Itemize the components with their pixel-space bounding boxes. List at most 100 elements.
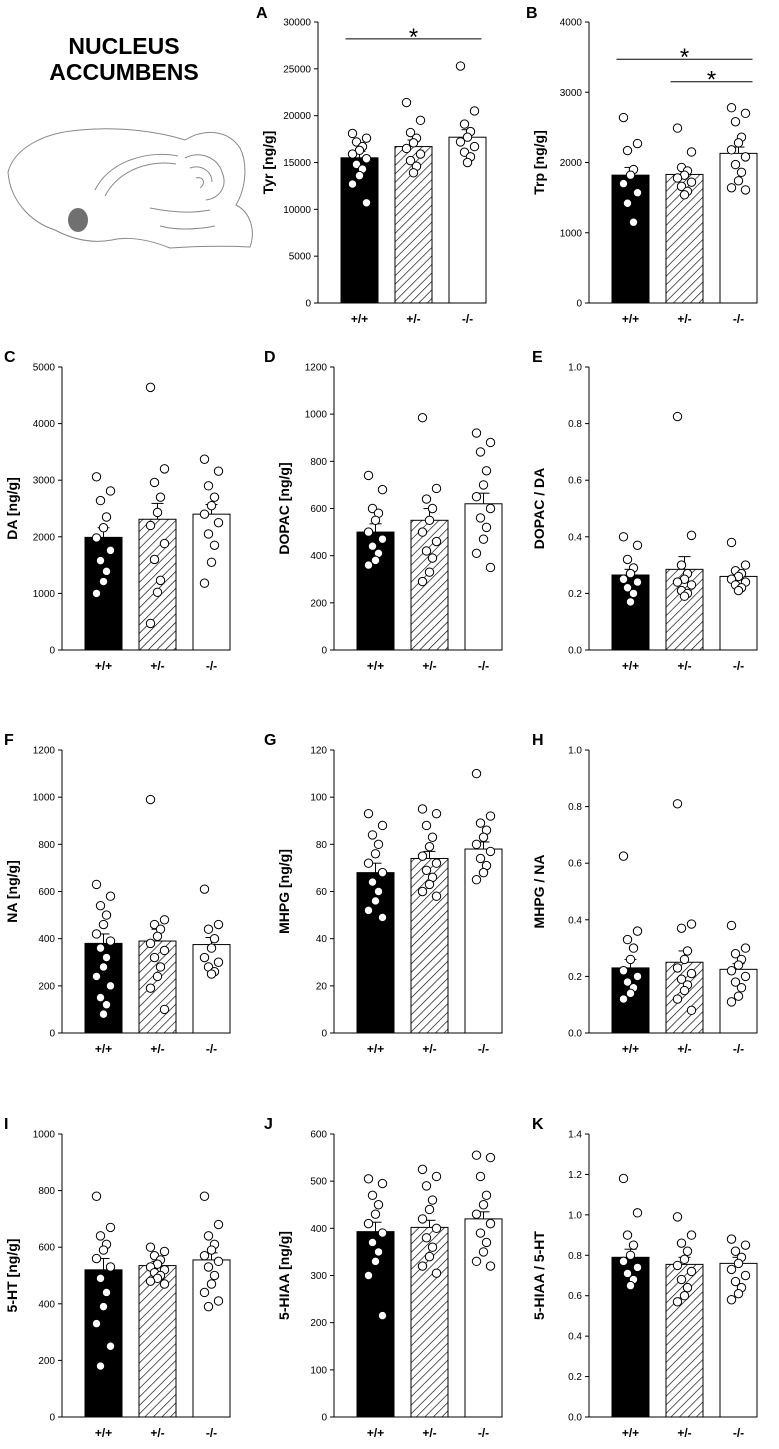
y-tick-label: 0.4 (568, 915, 582, 926)
data-point (618, 178, 629, 189)
data-point (367, 1190, 378, 1201)
data-point (625, 1280, 636, 1291)
y-tick-label: 200 (38, 1356, 55, 1367)
y-tick-label: 800 (38, 840, 55, 851)
data-point (98, 962, 109, 972)
data-point (199, 884, 210, 894)
data-point (370, 849, 381, 859)
data-point (408, 138, 419, 148)
data-point (415, 115, 426, 126)
data-point (363, 470, 374, 481)
y-axis-label: DOPAC [ng/g] (276, 462, 292, 554)
y-tick-label: 0.2 (568, 972, 582, 983)
data-point (726, 537, 737, 548)
y-tick-label: 0 (305, 299, 311, 310)
data-point (622, 145, 633, 156)
data-point (672, 123, 683, 133)
y-tick-label: 800 (310, 457, 327, 468)
bar-f-2 (192, 944, 231, 1034)
data-point (101, 1287, 112, 1298)
data-point (676, 1238, 687, 1248)
data-point (475, 1228, 486, 1238)
data-point (91, 1253, 102, 1264)
data-point (206, 557, 217, 567)
data-point (149, 554, 160, 565)
data-point (145, 938, 156, 949)
data-point (682, 1246, 693, 1256)
data-point (98, 523, 109, 533)
y-axis-label: DA [ng/g] (4, 477, 20, 539)
category-label: +/+ (95, 659, 112, 673)
data-point (686, 147, 697, 157)
data-point (676, 1274, 687, 1285)
data-point (377, 1228, 388, 1238)
data-point (91, 1191, 102, 1201)
category-label: +/- (406, 312, 420, 326)
y-tick-label: 20 (316, 981, 328, 992)
y-tick-label: 0.0 (568, 646, 582, 657)
data-point (686, 968, 697, 979)
significance-star: * (680, 44, 689, 71)
category-label: +/- (150, 1042, 164, 1056)
data-point (726, 997, 737, 1007)
data-point (373, 1247, 384, 1257)
data-point (679, 985, 690, 996)
category-label: -/- (478, 1042, 489, 1056)
data-point (101, 910, 112, 920)
data-point (726, 966, 737, 976)
data-point (105, 936, 116, 946)
data-point (730, 1246, 741, 1256)
data-point (145, 794, 156, 805)
y-tick-label: 0.4 (568, 532, 582, 543)
data-point (471, 1209, 482, 1219)
y-tick-label: 1000 (33, 589, 56, 600)
data-point (417, 804, 428, 814)
data-point (199, 1191, 210, 1201)
y-axis-label: 5-HIAA / 5-HT (531, 1231, 547, 1320)
data-point (672, 411, 683, 422)
panel-letter: F (4, 732, 14, 749)
data-point (676, 560, 687, 570)
data-point (632, 188, 643, 198)
data-point (347, 179, 358, 189)
data-point (471, 1150, 482, 1160)
data-point (213, 919, 224, 930)
data-point (478, 1247, 489, 1257)
data-point (740, 1270, 751, 1281)
y-tick-label: 2000 (33, 532, 56, 543)
y-tick-label: 0.6 (568, 476, 582, 487)
data-point (105, 545, 116, 556)
data-point (618, 1256, 629, 1267)
category-label: -/- (733, 1042, 744, 1056)
panel-letter: G (264, 732, 276, 749)
data-point (203, 529, 214, 539)
data-point (98, 1245, 109, 1255)
data-point (159, 1004, 170, 1015)
data-point (478, 1200, 489, 1210)
chart-panel-j: J 0 100 200 300 400 500 600 5-HIAA [ng/g] +/+ +/- -… (264, 1116, 503, 1440)
data-point (618, 532, 629, 542)
data-point (475, 853, 486, 864)
y-tick-label: 400 (38, 1299, 55, 1310)
data-point (203, 1231, 214, 1241)
data-point (672, 799, 683, 809)
data-point (471, 548, 482, 559)
y-tick-label: 1000 (560, 228, 583, 239)
data-point (145, 618, 156, 629)
data-point (424, 879, 435, 890)
y-tick-label: 0.0 (568, 1029, 582, 1040)
data-point (481, 522, 492, 533)
y-tick-label: 2000 (560, 158, 583, 169)
data-point (159, 464, 170, 474)
category-label: -/- (733, 659, 744, 673)
data-point (431, 1268, 442, 1278)
data-point (622, 198, 633, 208)
data-point (628, 1240, 639, 1250)
chart-panel-i: I 0 200 400 600 800 1000 5-HT [ng/g] +/+ +/- -/- (4, 1116, 231, 1440)
data-point (481, 466, 492, 476)
data-point (91, 1318, 102, 1329)
data-point (91, 588, 102, 599)
data-point (105, 1341, 116, 1351)
y-tick-label: 600 (38, 1243, 55, 1254)
